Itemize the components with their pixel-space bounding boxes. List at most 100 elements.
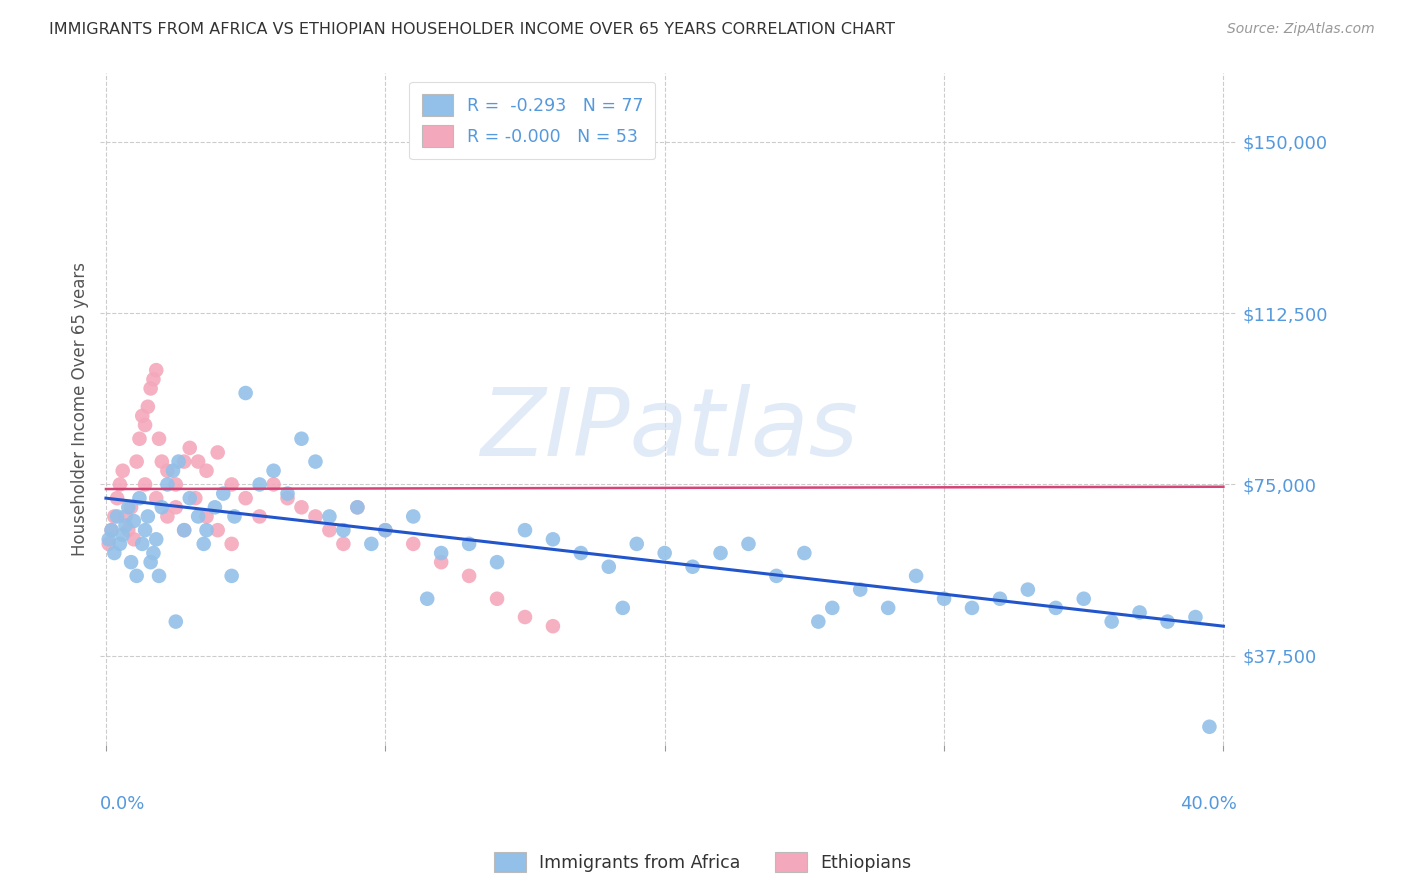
Point bbox=[304, 509, 326, 524]
Point bbox=[276, 491, 298, 505]
Point bbox=[654, 546, 676, 560]
Point bbox=[139, 555, 162, 569]
Point bbox=[346, 500, 368, 515]
Text: IMMIGRANTS FROM AFRICA VS ETHIOPIAN HOUSEHOLDER INCOME OVER 65 YEARS CORRELATION: IMMIGRANTS FROM AFRICA VS ETHIOPIAN HOUS… bbox=[49, 22, 896, 37]
Point bbox=[849, 582, 872, 597]
Point bbox=[167, 454, 190, 468]
Point bbox=[263, 477, 285, 491]
Point bbox=[134, 477, 156, 491]
Point bbox=[765, 569, 787, 583]
Text: Source: ZipAtlas.com: Source: ZipAtlas.com bbox=[1227, 22, 1375, 37]
Point bbox=[179, 441, 201, 455]
Point bbox=[346, 500, 368, 515]
Point bbox=[513, 523, 536, 537]
Point bbox=[142, 546, 165, 560]
Point bbox=[235, 491, 257, 505]
Point bbox=[165, 615, 187, 629]
Point bbox=[1184, 610, 1206, 624]
Point bbox=[97, 533, 120, 547]
Point bbox=[162, 464, 184, 478]
Text: 40.0%: 40.0% bbox=[1181, 796, 1237, 814]
Point bbox=[221, 537, 243, 551]
Text: 0.0%: 0.0% bbox=[100, 796, 146, 814]
Point bbox=[165, 477, 187, 491]
Point bbox=[212, 486, 235, 500]
Point bbox=[612, 600, 634, 615]
Point bbox=[458, 537, 481, 551]
Point bbox=[682, 559, 704, 574]
Point bbox=[108, 537, 131, 551]
Point bbox=[120, 555, 142, 569]
Point bbox=[1156, 615, 1178, 629]
Point bbox=[332, 537, 354, 551]
Point bbox=[402, 509, 425, 524]
Point bbox=[195, 509, 218, 524]
Point bbox=[156, 509, 179, 524]
Point bbox=[793, 546, 815, 560]
Point bbox=[114, 509, 136, 524]
Point bbox=[134, 523, 156, 537]
Point bbox=[103, 546, 125, 560]
Point bbox=[103, 509, 125, 524]
Point bbox=[360, 537, 382, 551]
Point bbox=[142, 372, 165, 386]
Point bbox=[290, 500, 312, 515]
Point bbox=[207, 523, 229, 537]
Point bbox=[125, 454, 148, 468]
Point bbox=[148, 432, 170, 446]
Point bbox=[318, 509, 340, 524]
Point bbox=[430, 555, 453, 569]
Point bbox=[125, 569, 148, 583]
Point bbox=[187, 454, 209, 468]
Point bbox=[402, 537, 425, 551]
Point bbox=[173, 523, 195, 537]
Point bbox=[145, 533, 167, 547]
Point bbox=[1017, 582, 1039, 597]
Point bbox=[117, 500, 139, 515]
Point bbox=[290, 432, 312, 446]
Point bbox=[541, 533, 564, 547]
Point bbox=[195, 464, 218, 478]
Point bbox=[235, 386, 257, 401]
Point bbox=[513, 610, 536, 624]
Point bbox=[263, 464, 285, 478]
Point bbox=[598, 559, 620, 574]
Point bbox=[905, 569, 928, 583]
Point bbox=[374, 523, 396, 537]
Point bbox=[187, 509, 209, 524]
Point bbox=[165, 500, 187, 515]
Point bbox=[100, 523, 122, 537]
Point bbox=[877, 600, 900, 615]
Point bbox=[184, 491, 207, 505]
Point bbox=[821, 600, 844, 615]
Point bbox=[332, 523, 354, 537]
Point bbox=[139, 381, 162, 395]
Point bbox=[145, 363, 167, 377]
Point bbox=[131, 409, 153, 423]
Point bbox=[1129, 606, 1152, 620]
Point bbox=[156, 464, 179, 478]
Point bbox=[207, 445, 229, 459]
Point bbox=[193, 537, 215, 551]
Point bbox=[318, 523, 340, 537]
Point bbox=[416, 591, 439, 606]
Point bbox=[145, 491, 167, 505]
Point bbox=[105, 509, 128, 524]
Point bbox=[626, 537, 648, 551]
Point bbox=[304, 454, 326, 468]
Legend: R =  -0.293   N = 77, R = -0.000   N = 53: R = -0.293 N = 77, R = -0.000 N = 53 bbox=[409, 82, 655, 160]
Point bbox=[430, 546, 453, 560]
Point bbox=[458, 569, 481, 583]
Point bbox=[128, 491, 150, 505]
Point bbox=[932, 591, 955, 606]
Point bbox=[136, 400, 159, 414]
Point bbox=[221, 477, 243, 491]
Point bbox=[249, 477, 271, 491]
Text: ZIPatlas: ZIPatlas bbox=[479, 384, 858, 475]
Point bbox=[960, 600, 983, 615]
Point bbox=[111, 527, 134, 541]
Point bbox=[486, 555, 509, 569]
Point bbox=[150, 454, 173, 468]
Point bbox=[117, 523, 139, 537]
Point bbox=[1101, 615, 1123, 629]
